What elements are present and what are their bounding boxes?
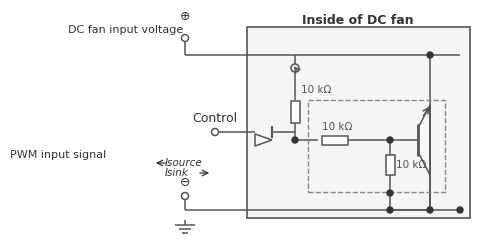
Text: PWM input signal: PWM input signal: [10, 150, 106, 160]
Circle shape: [292, 137, 298, 143]
Circle shape: [457, 207, 463, 213]
Circle shape: [387, 137, 393, 143]
Bar: [322, 136, 348, 144]
Text: Isource: Isource: [165, 158, 203, 168]
Text: Inside of DC fan: Inside of DC fan: [302, 14, 414, 27]
Text: DC fan input voltage: DC fan input voltage: [68, 25, 183, 35]
Text: ⊕: ⊕: [180, 11, 190, 24]
Circle shape: [427, 207, 433, 213]
Bar: [247, 27, 470, 218]
Circle shape: [387, 207, 393, 213]
Circle shape: [387, 190, 393, 196]
Text: 10 kΩ: 10 kΩ: [301, 85, 331, 95]
Text: 10 kΩ: 10 kΩ: [322, 122, 352, 132]
Circle shape: [427, 52, 433, 58]
Bar: [291, 101, 299, 123]
Bar: [308, 100, 445, 192]
Text: Control: Control: [193, 111, 238, 124]
Text: 10 kΩ: 10 kΩ: [396, 160, 426, 170]
Text: ⊖: ⊖: [180, 176, 190, 189]
Text: Isink: Isink: [165, 168, 189, 178]
Bar: [386, 155, 394, 175]
